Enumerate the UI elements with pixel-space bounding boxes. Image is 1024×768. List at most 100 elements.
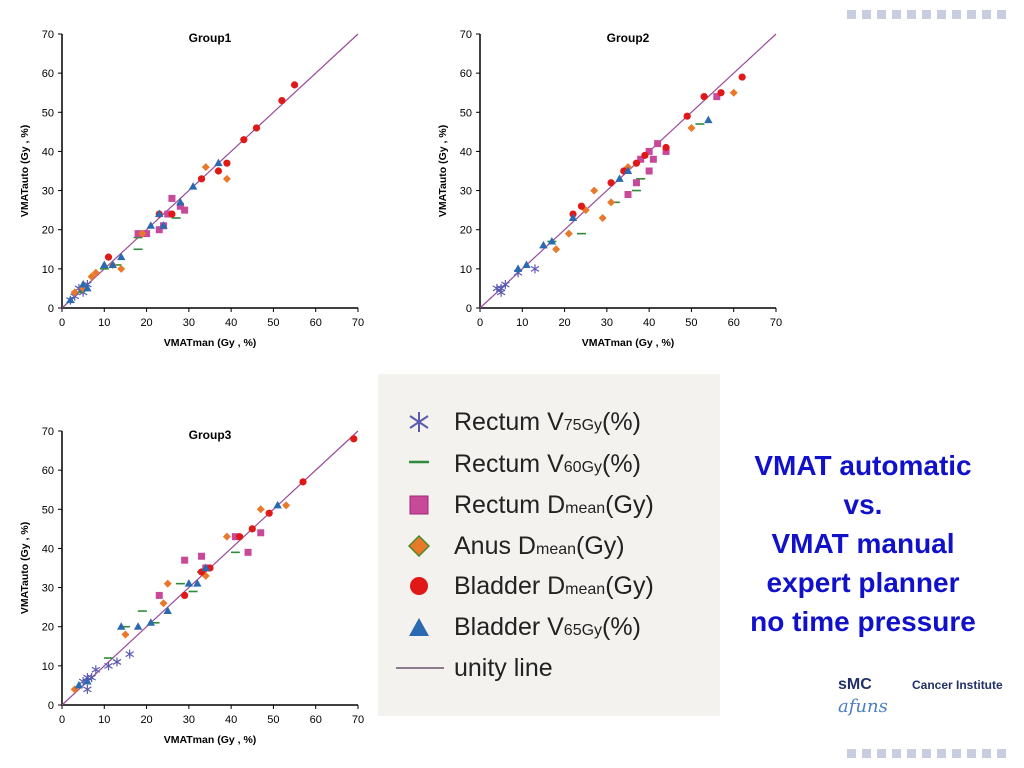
rectum-dmean-point xyxy=(637,155,645,163)
y-tick-label: 10 xyxy=(460,264,472,276)
y-axis-label: VMATauto (Gy , %) xyxy=(437,125,449,217)
x-tick-label: 40 xyxy=(225,317,237,329)
bladder-v65-point xyxy=(133,622,143,630)
anus-dmean-point xyxy=(159,599,168,608)
bladder-v65-point xyxy=(108,260,117,268)
data-points xyxy=(66,81,299,305)
x-tick-label: 30 xyxy=(601,317,613,329)
headline-text: VMAT automatic vs. VMAT manual expert pl… xyxy=(718,446,1008,641)
anus-dmean-point xyxy=(729,88,738,97)
x-tick-label: 70 xyxy=(352,317,364,329)
smc-logo: sMC xyxy=(838,676,872,693)
bladder-dmean-point xyxy=(223,159,231,167)
rectum-dmean-point xyxy=(649,155,657,163)
anus-dmean-point xyxy=(590,186,599,195)
y-tick-label: 50 xyxy=(42,107,54,119)
bladder-dmean-point xyxy=(700,93,708,101)
legend-label: Bladder V65Gy(%) xyxy=(454,612,641,641)
legend-label: Anus Dmean(Gy) xyxy=(454,531,625,560)
bladder-v65-point xyxy=(117,252,126,261)
x-tick-label: 10 xyxy=(516,317,528,329)
anus-dmean-point xyxy=(222,174,231,183)
rectum-dmean-point xyxy=(134,230,142,238)
rectum-dmean-point xyxy=(231,533,239,541)
bladder-dmean-point xyxy=(577,202,586,210)
rectum-dmean-point xyxy=(181,206,189,214)
anus-dmean-point xyxy=(282,501,291,510)
bladder-dmean-point xyxy=(214,167,223,175)
bladder-v65-point xyxy=(159,221,168,229)
rectum-dmean-point xyxy=(645,167,653,175)
asterisk-icon xyxy=(408,411,430,433)
y-tick-label: 60 xyxy=(42,68,54,80)
legend-label: Rectum V60Gy(%) xyxy=(454,449,641,478)
anus-dmean-point xyxy=(222,532,231,541)
anus-dmean-point xyxy=(87,272,96,281)
rectum-dmean-point xyxy=(143,230,151,238)
rectum-dmean-point xyxy=(155,591,163,599)
headline-line-3: VMAT manual xyxy=(771,528,955,559)
y-tick-label: 70 xyxy=(42,29,54,41)
line-icon xyxy=(396,657,444,679)
rectum-v75-point xyxy=(83,684,92,694)
x-tick-label: 70 xyxy=(770,317,782,329)
bladder-v65-point xyxy=(568,213,578,221)
bladder-v65-point xyxy=(201,563,210,571)
anus-dmean-point xyxy=(121,630,130,639)
chart-group2: 0 10 20 30 40 50 60 70 0 10 20 30 40 50 60 70 Group2 VMAT… xyxy=(437,29,782,349)
diamond-icon xyxy=(408,535,430,557)
legend-label: Bladder Dmean(Gy) xyxy=(454,571,654,600)
circle-icon xyxy=(408,575,430,597)
decorative-square-strip-top xyxy=(847,10,1006,19)
y-tick-label: 50 xyxy=(42,504,54,516)
bladder-v65-point xyxy=(188,182,198,190)
triangle-icon xyxy=(408,616,430,638)
y-tick-label: 40 xyxy=(460,146,472,158)
rectum-v75-point xyxy=(104,661,113,671)
x-tick-label: 0 xyxy=(59,714,65,726)
x-tick-label: 60 xyxy=(310,714,322,726)
chart-group1: 0 10 20 30 40 50 60 70 0 10 20 30 40 50 60 70 Group1 VMAT… xyxy=(19,29,364,349)
x-axis-label: VMATman (Gy , %) xyxy=(582,337,675,349)
bladder-v65-point xyxy=(623,166,633,174)
y-tick-label: 20 xyxy=(460,225,472,237)
y-tick-label: 40 xyxy=(42,543,54,555)
bladder-dmean-point xyxy=(104,253,113,261)
bladder-v65-point xyxy=(146,618,155,626)
x-tick-label: 70 xyxy=(352,714,364,726)
y-tick-label: 50 xyxy=(460,107,472,119)
anus-dmean-point xyxy=(201,163,210,172)
chart-title: Group3 xyxy=(189,428,232,442)
rectum-dmean-point xyxy=(176,202,184,210)
bladder-dmean-point xyxy=(641,151,649,159)
rectum-dmean-point xyxy=(244,548,252,556)
bladder-dmean-point xyxy=(236,533,244,541)
rectum-v75-point xyxy=(87,673,96,683)
anus-dmean-point xyxy=(91,268,100,277)
y-tick-label: 60 xyxy=(460,68,472,80)
rectum-dmean-point xyxy=(654,140,662,148)
bladder-v65-point xyxy=(155,209,164,218)
x-tick-label: 50 xyxy=(267,317,279,329)
y-tick-label: 60 xyxy=(42,465,54,477)
x-tick-label: 50 xyxy=(685,317,697,329)
anus-dmean-point xyxy=(564,229,573,238)
bladder-dmean-point xyxy=(240,136,248,144)
script-logo: afuns xyxy=(838,696,888,717)
headline-line-5: no time pressure xyxy=(750,606,976,637)
cancer-institute-logo: Cancer Institute xyxy=(912,678,1003,692)
bladder-v65-point xyxy=(615,174,624,182)
y-tick-label: 10 xyxy=(42,264,54,276)
y-axis-label: VMATauto (Gy , %) xyxy=(19,125,31,217)
x-tick-label: 30 xyxy=(183,317,195,329)
bladder-dmean-point xyxy=(290,81,299,89)
rectum-v75-point xyxy=(530,264,540,274)
rectum-v75-point xyxy=(501,280,510,290)
bladder-v65-point xyxy=(176,197,185,206)
legend-label: Rectum Dmean(Gy) xyxy=(454,490,654,519)
anus-dmean-point xyxy=(687,123,696,132)
square-icon xyxy=(408,494,430,516)
anus-dmean-point xyxy=(607,198,616,207)
y-tick-label: 70 xyxy=(460,29,472,41)
x-tick-label: 10 xyxy=(98,317,110,329)
